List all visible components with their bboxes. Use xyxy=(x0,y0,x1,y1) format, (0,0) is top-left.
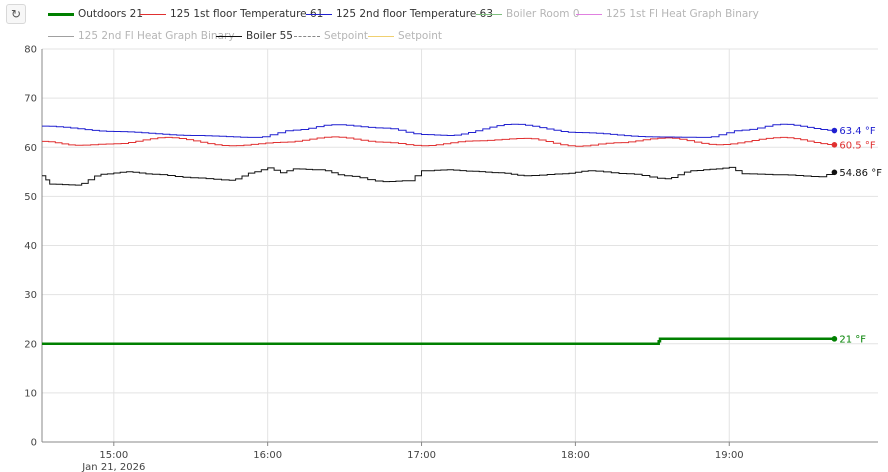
legend-swatch xyxy=(216,35,242,37)
series-end-label-2: 63.4 °F xyxy=(839,126,875,137)
x-tick-label: 17:00 xyxy=(407,450,436,461)
legend-swatch xyxy=(476,13,502,15)
legend-label: Boiler 55 xyxy=(246,30,293,42)
series-end-point-6 xyxy=(831,169,838,176)
series-line-2 xyxy=(42,123,835,138)
series-end-point-1 xyxy=(831,141,838,148)
legend-item-5[interactable]: 125 2nd Fl Heat Graph Binary xyxy=(48,30,235,42)
legend-label: 125 1st Fl Heat Graph Binary xyxy=(606,8,759,20)
legend-item-1[interactable]: 125 1st floor Temperature 61 xyxy=(140,8,323,20)
legend-item-0[interactable]: Outdoors 21 xyxy=(48,8,143,20)
x-tick-label: 16:00 xyxy=(253,450,282,461)
series-end-point-2 xyxy=(831,127,838,134)
y-tick-label: 40 xyxy=(24,241,37,252)
y-tick-label: 50 xyxy=(24,192,37,203)
legend-item-3[interactable]: Boiler Room 0 xyxy=(476,8,580,20)
legend-item-6[interactable]: Boiler 55 xyxy=(216,30,293,42)
series-line-0 xyxy=(42,337,835,346)
x-tick-label: 19:00 xyxy=(715,450,744,461)
series-end-label-6: 54.86 °F xyxy=(839,168,882,179)
legend-swatch xyxy=(48,35,74,37)
legend-item-8[interactable]: Setpoint xyxy=(368,30,442,42)
legend-label: 125 2nd floor Temperature 63 xyxy=(336,8,494,20)
series-end-label-0: 21 °F xyxy=(839,334,866,345)
y-tick-label: 30 xyxy=(24,290,37,301)
x-date-label: Jan 21, 2026 xyxy=(81,462,145,472)
series-end-label-1: 60.5 °F xyxy=(839,140,875,151)
legend-swatch xyxy=(140,13,166,15)
series-line-1 xyxy=(42,136,835,147)
y-tick-label: 80 xyxy=(24,45,37,56)
refresh-icon: ↻ xyxy=(10,7,22,21)
legend-swatch xyxy=(306,13,332,15)
series-end-point-0 xyxy=(831,336,838,342)
x-tick-label: 18:00 xyxy=(561,450,590,461)
legend-item-7[interactable]: Setpoint xyxy=(294,30,368,42)
refresh-button[interactable]: ↻ xyxy=(6,4,26,24)
y-tick-label: 10 xyxy=(24,388,37,399)
y-tick-label: 70 xyxy=(24,94,37,105)
legend-swatch xyxy=(368,35,394,37)
x-tick-label: 15:00 xyxy=(99,450,128,461)
legend-label: 125 1st floor Temperature 61 xyxy=(170,8,324,20)
legend-label: Setpoint xyxy=(398,30,443,42)
legend-swatch xyxy=(294,35,320,37)
legend-swatch xyxy=(48,12,74,16)
chart-legend: Outdoors 21 125 1st floor Temperature 61 1… xyxy=(0,0,888,46)
y-tick-label: 20 xyxy=(24,339,37,350)
y-tick-label: 0 xyxy=(31,438,37,449)
legend-label: 125 2nd Fl Heat Graph Binary xyxy=(78,30,235,42)
legend-swatch xyxy=(576,13,602,15)
legend-item-2[interactable]: 125 2nd floor Temperature 63 xyxy=(306,8,493,20)
y-tick-label: 60 xyxy=(24,143,37,154)
legend-item-4[interactable]: 125 1st Fl Heat Graph Binary xyxy=(576,8,759,20)
legend-label: Boiler Room 0 xyxy=(506,8,580,20)
legend-label: Setpoint xyxy=(324,30,369,42)
legend-label: Outdoors 21 xyxy=(78,8,144,20)
series-line-6 xyxy=(42,166,835,186)
